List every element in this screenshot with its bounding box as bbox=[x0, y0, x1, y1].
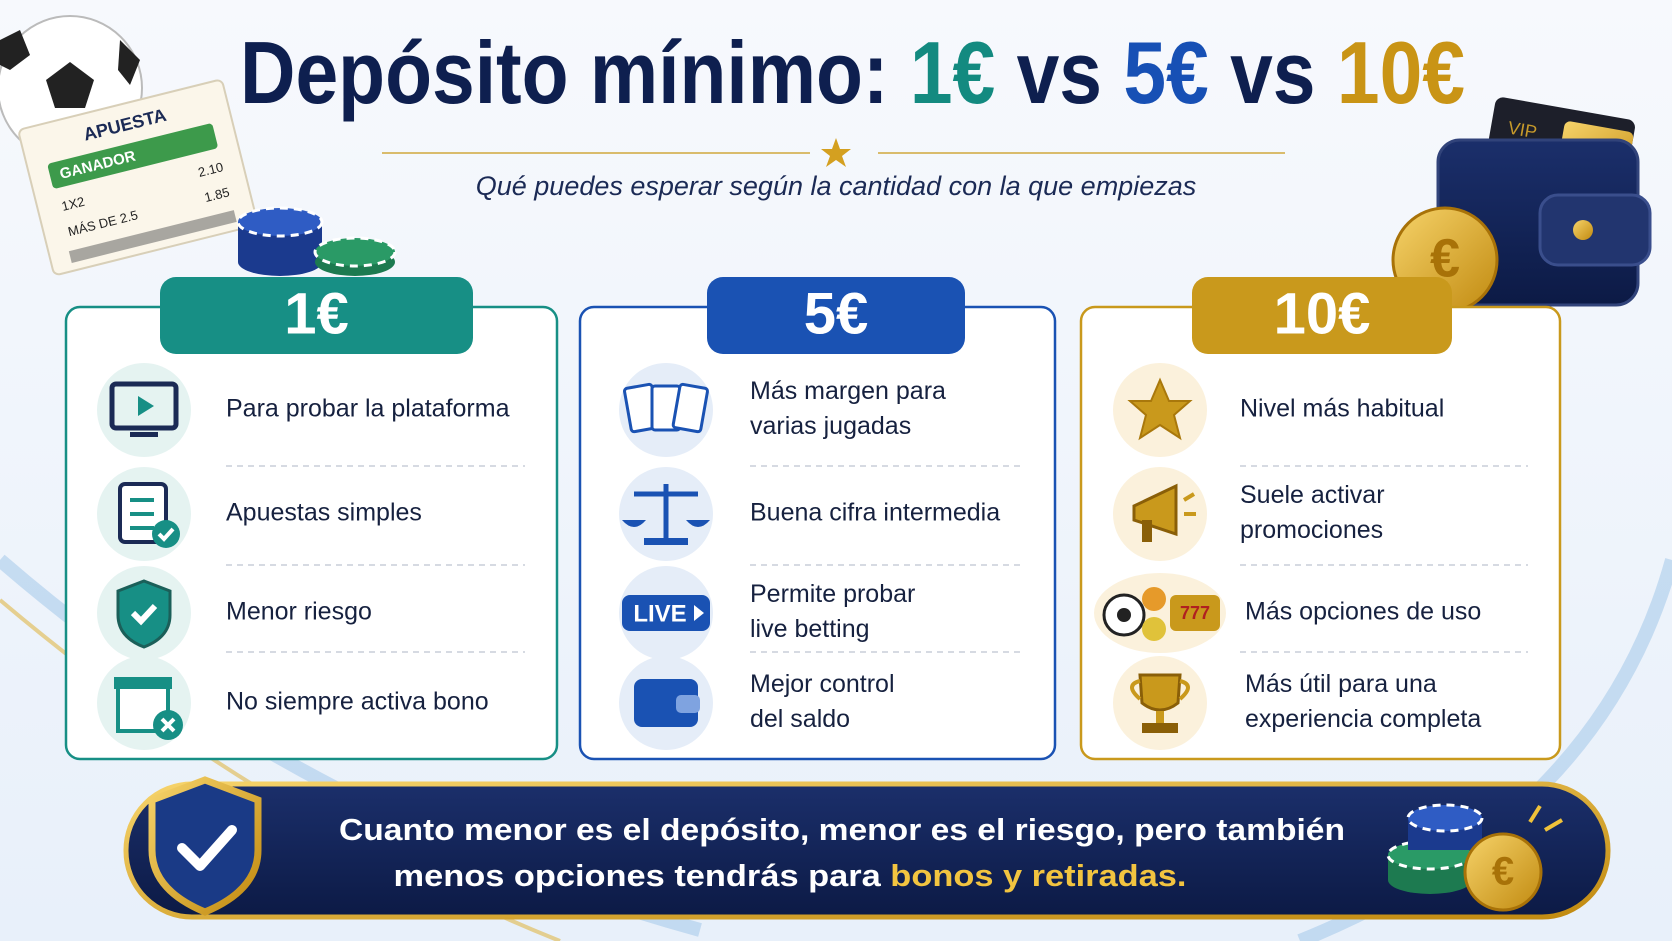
title-part: vs bbox=[1017, 23, 1102, 122]
icon bbox=[634, 679, 698, 727]
title-part: 5€ bbox=[1123, 23, 1208, 122]
icon bbox=[694, 605, 704, 621]
card-label: 5€ bbox=[804, 281, 869, 346]
icon bbox=[622, 520, 710, 527]
footer-banner: € Cuanto menor es el depósito, menor es … bbox=[123, 776, 1611, 920]
title-part: Depósito mínimo: bbox=[240, 23, 888, 122]
icon bbox=[1142, 723, 1178, 733]
icon bbox=[1127, 377, 1193, 441]
icon bbox=[671, 382, 709, 434]
footer-line: Cuanto menor es el depósito, menor es el… bbox=[339, 812, 1345, 847]
subtitle: Qué puedes esperar según la cantidad con… bbox=[476, 171, 1196, 201]
title: Depósito mínimo: 1€ vs 5€ vs 10€ bbox=[240, 23, 1465, 122]
wallet: € VIP bbox=[1391, 97, 1652, 314]
item-text: Apuestas simples bbox=[226, 499, 422, 527]
deposit-card: 1€ Para probar la plataforma Apuestas simp… bbox=[64, 277, 559, 761]
card-header bbox=[160, 277, 473, 354]
icon bbox=[676, 695, 700, 713]
item-text: Permite probar bbox=[750, 580, 915, 608]
icon bbox=[1142, 617, 1166, 641]
item-text: Suele activar bbox=[1240, 481, 1385, 509]
icon bbox=[157, 527, 175, 542]
item-text: Nivel más habitual bbox=[1240, 395, 1444, 423]
ticket-odds: 1.85 bbox=[203, 184, 231, 205]
icon bbox=[160, 717, 176, 733]
cards: 1€ Para probar la plataforma Apuestas simp… bbox=[64, 277, 1562, 761]
icon bbox=[1142, 520, 1152, 542]
ticket-odds: 2.10 bbox=[197, 159, 225, 180]
coin-symbol: € bbox=[1492, 850, 1514, 894]
icon bbox=[644, 538, 688, 545]
item-text: No siempre activa bono bbox=[226, 688, 489, 716]
icon bbox=[138, 396, 154, 416]
item-text: live betting bbox=[750, 615, 870, 643]
icon bbox=[622, 595, 710, 631]
item-text: Más opciones de uso bbox=[1245, 598, 1481, 626]
chips bbox=[236, 206, 397, 276]
title-part: 1€ bbox=[910, 23, 995, 122]
title-part: 10€ bbox=[1337, 23, 1465, 122]
icon bbox=[130, 432, 158, 437]
title-part: vs bbox=[1230, 23, 1315, 122]
icon bbox=[1156, 711, 1164, 723]
footer-highlight: bonos y retiradas. bbox=[890, 858, 1186, 893]
item-text: experiencia completa bbox=[1245, 705, 1481, 733]
slot-text: 777 bbox=[1180, 603, 1210, 623]
item-text: Más margen para bbox=[750, 377, 946, 405]
icon bbox=[1130, 679, 1190, 701]
item-text: Más útil para una bbox=[1245, 670, 1437, 698]
item-text: varias jugadas bbox=[750, 412, 911, 440]
icon bbox=[114, 677, 172, 689]
icon bbox=[1142, 587, 1166, 611]
icon bbox=[1138, 673, 1182, 712]
vip-text: VIP bbox=[1506, 118, 1538, 143]
footer-text: menos opciones tendrás para bbox=[394, 858, 882, 893]
card-label: 10€ bbox=[1274, 281, 1371, 346]
item-text: Mejor control bbox=[750, 670, 895, 698]
icon bbox=[1170, 595, 1220, 631]
deposit-card: 5€ Más margen para varias jugadas Buena cif… bbox=[578, 277, 1057, 761]
icon bbox=[130, 603, 158, 626]
card-header bbox=[707, 277, 965, 354]
deposit-card: 10€ Nivel más habitual Suele activar promoc… bbox=[1079, 277, 1562, 761]
item-text: promociones bbox=[1240, 516, 1383, 544]
icon bbox=[1182, 492, 1196, 502]
icon bbox=[1117, 608, 1131, 622]
item-text: del saldo bbox=[750, 705, 850, 733]
icon bbox=[109, 381, 179, 431]
ticket-label: 1X2 bbox=[60, 194, 86, 214]
item-text: Buena cifra intermedia bbox=[750, 499, 1000, 527]
live-text: LIVE bbox=[633, 600, 686, 627]
item-text: Para probar la plataforma bbox=[226, 395, 510, 423]
card-label: 1€ bbox=[284, 281, 349, 346]
card-header bbox=[1192, 277, 1452, 354]
footer-line: menos opciones tendrás para bonos y reti… bbox=[394, 858, 1187, 893]
star bbox=[821, 138, 851, 167]
item-text: Menor riesgo bbox=[226, 598, 372, 626]
